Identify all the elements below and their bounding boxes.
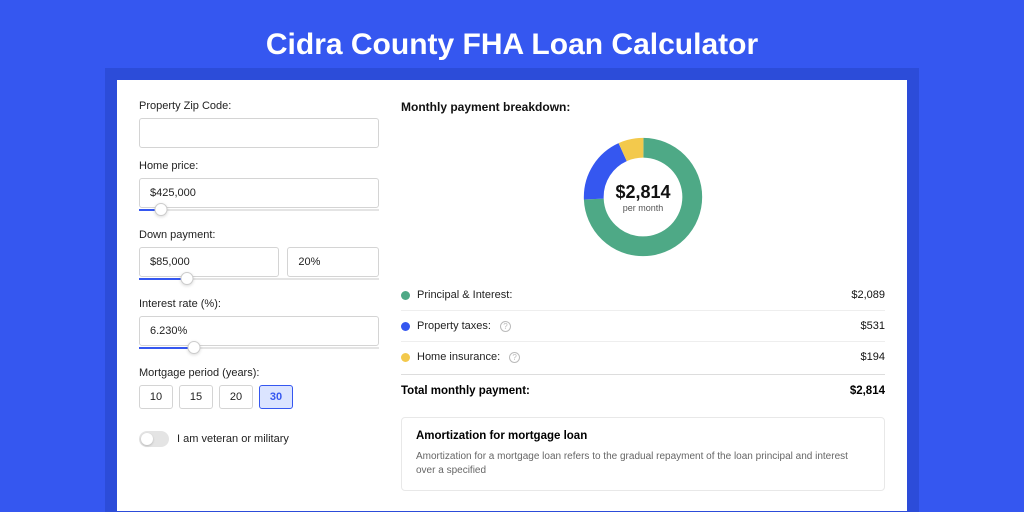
- legend-dot: [401, 322, 410, 331]
- amortization-text: Amortization for a mortgage loan refers …: [416, 450, 870, 478]
- amortization-card: Amortization for mortgage loan Amortizat…: [401, 417, 885, 491]
- home-price-label: Home price:: [139, 160, 379, 172]
- down-payment-percent-input[interactable]: [287, 247, 379, 277]
- info-icon[interactable]: ?: [509, 352, 520, 363]
- legend-dot: [401, 291, 410, 300]
- down-payment-slider[interactable]: [139, 276, 379, 286]
- interest-rate-input[interactable]: [139, 316, 379, 346]
- legend-dot: [401, 353, 410, 362]
- mortgage-period-option[interactable]: 30: [259, 385, 293, 409]
- legend-value: $194: [861, 351, 885, 363]
- mortgage-period-options: 10152030: [139, 385, 379, 409]
- donut-chart: $2,814 per month: [578, 132, 708, 262]
- legend-label: Home insurance:: [417, 351, 500, 363]
- info-icon[interactable]: ?: [500, 321, 511, 332]
- veteran-label: I am veteran or military: [177, 433, 289, 445]
- breakdown-title: Monthly payment breakdown:: [401, 100, 885, 114]
- legend-row: Principal & Interest: $2,089: [401, 280, 885, 311]
- donut-chart-wrap: $2,814 per month: [401, 126, 885, 280]
- donut-sub: per month: [623, 203, 664, 213]
- amortization-title: Amortization for mortgage loan: [416, 430, 870, 442]
- legend-label: Principal & Interest:: [417, 289, 512, 301]
- legend-label: Property taxes:: [417, 320, 491, 332]
- breakdown-panel: Monthly payment breakdown: $2,814 per mo…: [401, 100, 885, 491]
- down-payment-label: Down payment:: [139, 229, 379, 241]
- down-payment-amount-input[interactable]: [139, 247, 279, 277]
- calculator-card: Property Zip Code: Home price: Down paym…: [117, 80, 907, 511]
- total-row: Total monthly payment: $2,814: [401, 374, 885, 411]
- interest-rate-label: Interest rate (%):: [139, 298, 379, 310]
- toggle-knob: [141, 433, 153, 445]
- home-price-slider[interactable]: [139, 207, 379, 217]
- zip-label: Property Zip Code:: [139, 100, 379, 112]
- legend-row: Home insurance:? $194: [401, 342, 885, 372]
- total-value: $2,814: [850, 385, 885, 397]
- mortgage-period-option[interactable]: 15: [179, 385, 213, 409]
- mortgage-period-label: Mortgage period (years):: [139, 367, 379, 379]
- home-price-input[interactable]: [139, 178, 379, 208]
- total-label: Total monthly payment:: [401, 385, 530, 397]
- zip-input[interactable]: [139, 118, 379, 148]
- interest-rate-slider[interactable]: [139, 345, 379, 355]
- page-title: Cidra County FHA Loan Calculator: [0, 0, 1024, 80]
- veteran-toggle[interactable]: [139, 431, 169, 447]
- mortgage-period-option[interactable]: 20: [219, 385, 253, 409]
- donut-amount: $2,814: [615, 182, 670, 203]
- legend-row: Property taxes:? $531: [401, 311, 885, 342]
- legend-value: $531: [861, 320, 885, 332]
- legend-value: $2,089: [851, 289, 885, 301]
- mortgage-period-option[interactable]: 10: [139, 385, 173, 409]
- inputs-panel: Property Zip Code: Home price: Down paym…: [139, 100, 379, 491]
